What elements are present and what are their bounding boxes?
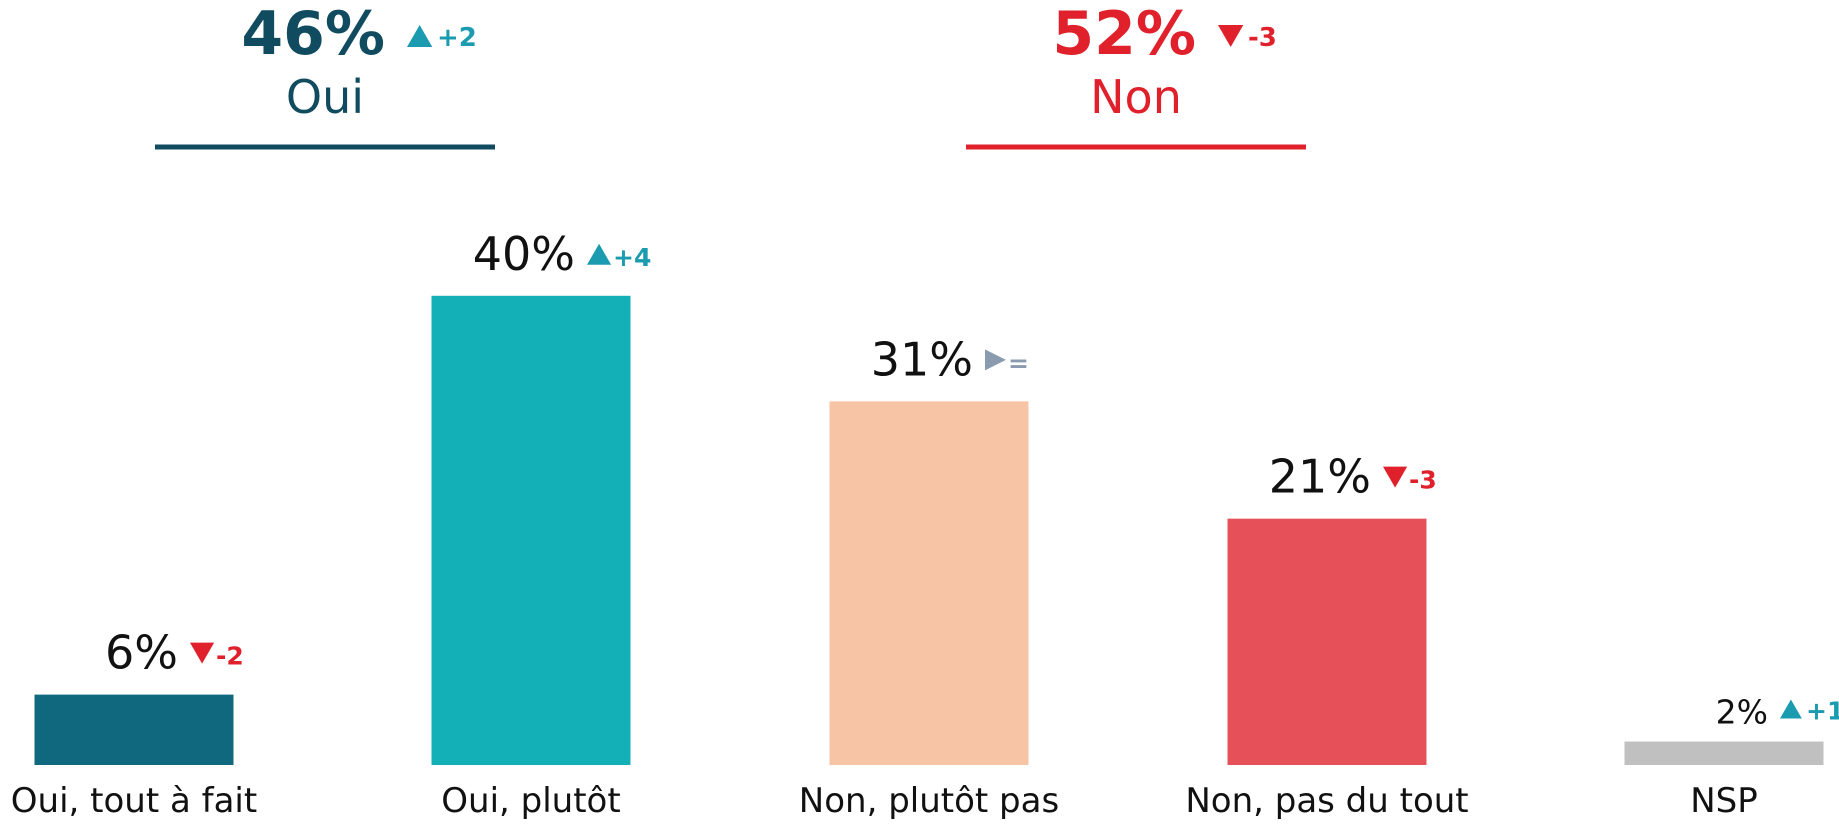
- trend-arrow: [985, 349, 1006, 371]
- trend-arrow: [190, 642, 215, 664]
- x-tick-label: Oui, plutôt: [441, 781, 620, 821]
- group-label: Non: [1090, 70, 1182, 124]
- change-label: -3: [1409, 466, 1437, 495]
- value-label: 21%: [1269, 450, 1371, 504]
- change-label: +1: [1806, 697, 1839, 726]
- x-tick-label: Non, pas du tout: [1185, 781, 1468, 821]
- group-value: 46%: [241, 0, 385, 69]
- group-change: +2: [437, 23, 477, 53]
- group-value: 52%: [1052, 0, 1196, 69]
- trend-arrow: [1780, 699, 1802, 719]
- value-label: 31%: [871, 332, 973, 386]
- bar: [829, 401, 1029, 765]
- trend-arrow: [1383, 466, 1408, 488]
- change-label: -2: [216, 642, 244, 671]
- value-label: 40%: [473, 227, 575, 281]
- x-tick-label: Non, plutôt pas: [799, 781, 1059, 821]
- trend-arrow: [587, 243, 612, 265]
- group-change: -3: [1248, 23, 1277, 53]
- bar: [34, 694, 234, 765]
- bar: [1624, 741, 1824, 765]
- value-label: 6%: [105, 626, 178, 680]
- bar: [1227, 518, 1427, 765]
- value-label: 2%: [1716, 693, 1768, 732]
- trend-arrow: [1218, 25, 1244, 47]
- change-label: =: [1008, 348, 1029, 377]
- x-tick-label: Oui, tout à fait: [11, 781, 257, 821]
- trend-arrow: [407, 25, 433, 47]
- change-label: +4: [613, 243, 651, 272]
- bar: [431, 295, 631, 765]
- group-label: Oui: [286, 70, 364, 124]
- x-tick-label: NSP: [1690, 781, 1758, 821]
